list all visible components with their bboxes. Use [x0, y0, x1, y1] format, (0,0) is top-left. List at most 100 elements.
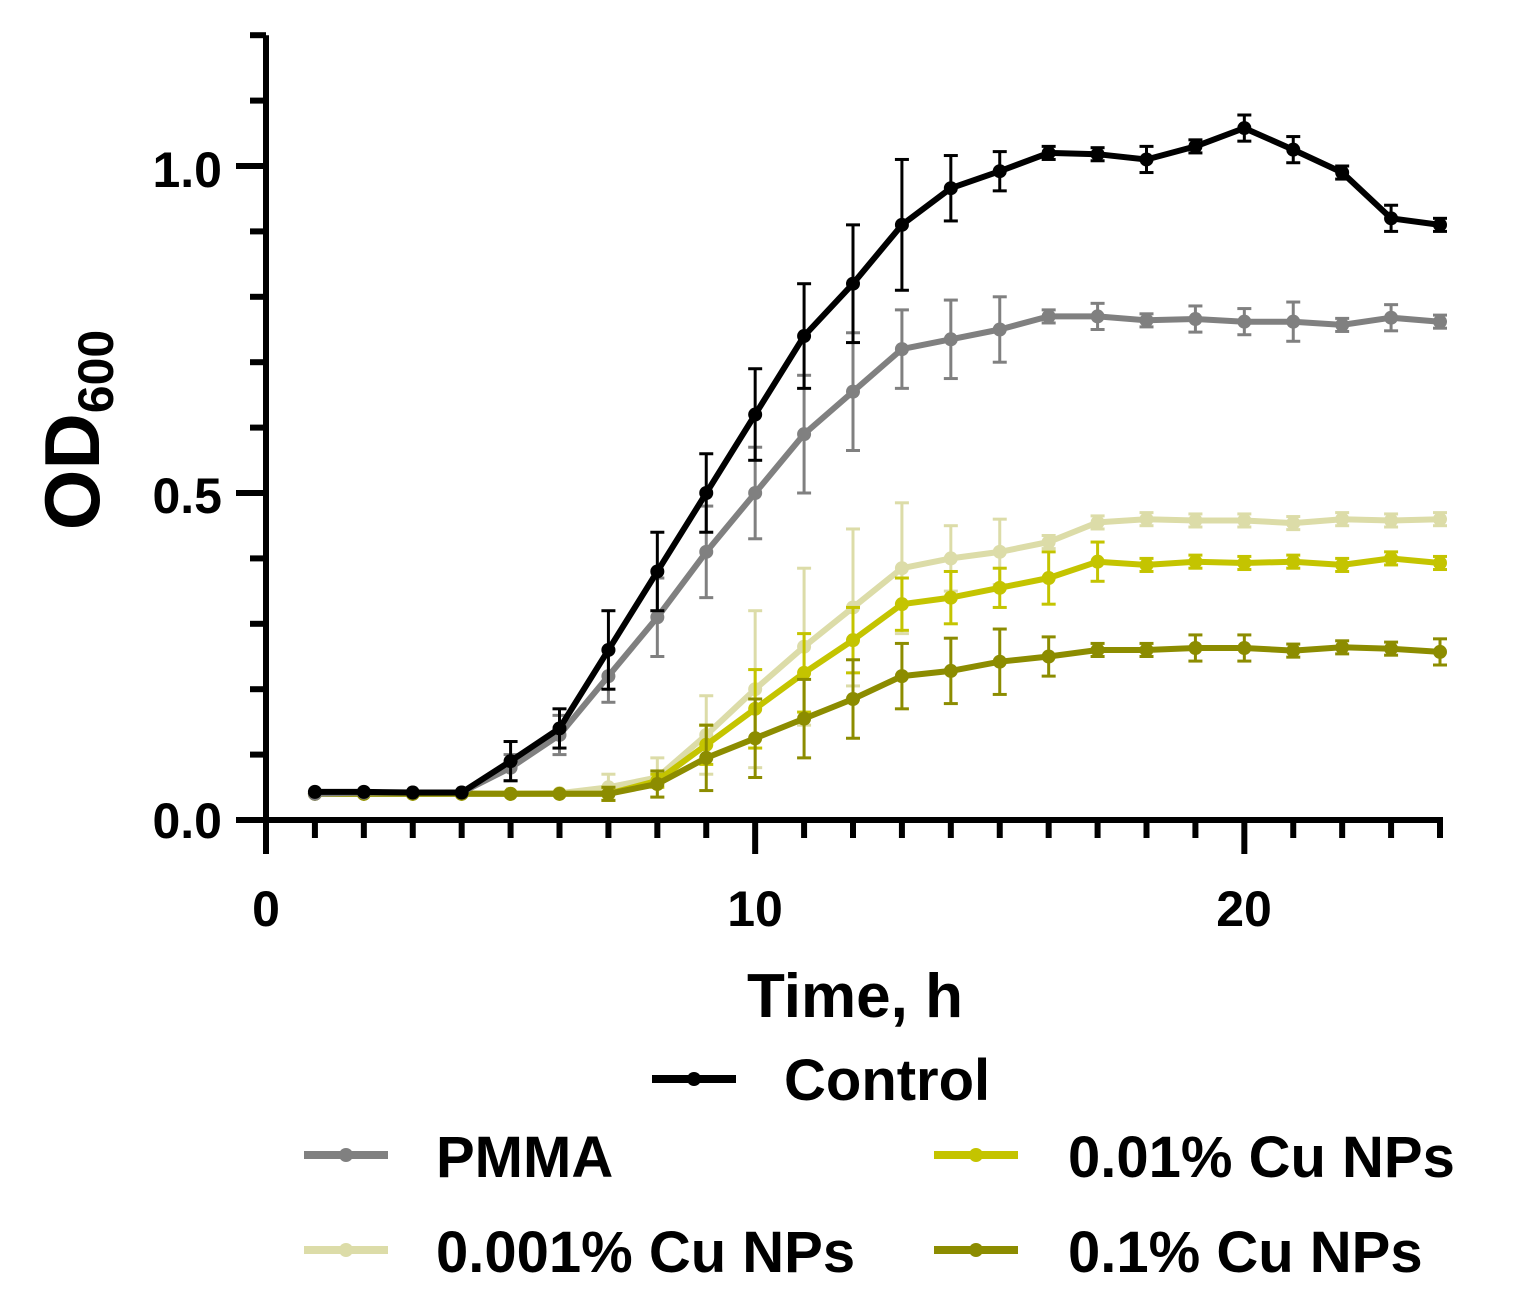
data-point [992, 322, 1007, 337]
data-point [894, 217, 909, 232]
data-point [1090, 309, 1105, 324]
series-control [307, 113, 1447, 800]
legend-label-control: Control [784, 1048, 990, 1113]
series-0-01-cu-nps [307, 540, 1447, 802]
data-point [1090, 642, 1105, 657]
legend-label-0-1-cu-nps: 0.1% Cu NPs [1068, 1220, 1423, 1285]
data-point [601, 786, 616, 801]
data-point [1041, 649, 1056, 664]
data-point [1384, 513, 1399, 528]
data-point [699, 486, 714, 500]
data-point [1139, 557, 1154, 572]
data-point [552, 786, 567, 801]
data-point [1090, 554, 1105, 569]
legend: Control PMMA 0.001% Cu NPs 0.01% Cu NPs … [304, 1048, 1455, 1285]
data-point [454, 785, 469, 800]
data-point [748, 486, 763, 500]
series-line [311, 125, 1443, 796]
data-point [992, 580, 1007, 595]
data-point [894, 561, 909, 576]
data-point [1384, 211, 1399, 226]
legend-marker-0-01-cu-nps [969, 1148, 983, 1162]
data-point [1237, 513, 1252, 528]
legend-item-0-001-cu-nps: 0.001% Cu NPs [304, 1220, 855, 1285]
data-point [1384, 310, 1399, 325]
data-point [1188, 139, 1203, 154]
legend-marker-0-1-cu-nps [969, 1243, 983, 1257]
series-line [311, 555, 1443, 797]
data-point [943, 590, 958, 605]
data-point [1237, 314, 1252, 329]
x-tick-label: 0 [252, 881, 280, 937]
data-point [797, 665, 812, 680]
legend-label-0-001-cu-nps: 0.001% Cu NPs [436, 1220, 855, 1285]
data-point [1188, 640, 1203, 655]
data-point [1286, 643, 1301, 658]
data-point [1384, 641, 1399, 656]
legend-marker-pmma [339, 1148, 353, 1162]
x-tick-labels: 0 10 20 [252, 881, 1272, 937]
legend-marker-control [687, 1072, 701, 1086]
data-point [1335, 557, 1350, 572]
data-point [1335, 640, 1350, 655]
data-point [846, 633, 860, 648]
data-point [846, 384, 860, 399]
data-point [1237, 555, 1252, 570]
legend-item-pmma: PMMA [304, 1125, 613, 1190]
data-point [992, 164, 1007, 179]
data-point [1286, 142, 1301, 157]
data-point [1433, 512, 1447, 527]
data-point [1041, 309, 1056, 324]
data-point [1335, 512, 1350, 527]
x-tick-label: 10 [727, 881, 783, 937]
data-point [1139, 512, 1154, 527]
data-point [894, 669, 909, 684]
data-point [797, 711, 812, 726]
data-point [1433, 644, 1447, 659]
data-point [1286, 554, 1301, 569]
data-point [943, 332, 958, 347]
series-line [311, 313, 1443, 797]
data-point [1188, 554, 1203, 569]
y-tick-label: 0.0 [152, 793, 222, 849]
axes [236, 32, 1443, 854]
data-point [699, 750, 714, 765]
data-point [699, 544, 714, 559]
y-tick-labels: 0.0 0.5 1.0 [152, 142, 222, 849]
data-point [846, 276, 860, 291]
series-line [311, 644, 1443, 797]
data-point [1286, 516, 1301, 531]
legend-item-0-01-cu-nps: 0.01% Cu NPs [934, 1125, 1455, 1190]
data-point [503, 786, 518, 801]
data-point [1188, 513, 1203, 528]
data-point [1041, 571, 1056, 586]
data-point [1237, 121, 1252, 136]
data-point [1188, 312, 1203, 327]
data-point [943, 551, 958, 566]
data-point [1286, 314, 1301, 329]
y-tick-label: 0.5 [152, 468, 222, 524]
data-point [1139, 152, 1154, 167]
data-point [943, 181, 958, 196]
data-point [1090, 147, 1105, 162]
data-point [1139, 642, 1154, 657]
series-pmma [307, 295, 1447, 801]
legend-marker-0-001-cu-nps [339, 1243, 353, 1257]
data-point [1433, 314, 1447, 329]
data-point [846, 692, 860, 707]
x-tick-label: 20 [1216, 881, 1272, 937]
x-axis-title: Time, h [747, 962, 963, 1031]
data-point [1237, 640, 1252, 655]
data-point [650, 564, 665, 579]
y-axis-title-subscript: 600 [68, 330, 124, 413]
data-point [405, 785, 420, 800]
legend-item-control: Control [652, 1048, 990, 1113]
data-point [797, 427, 812, 442]
data-point [1090, 515, 1105, 530]
y-axis-title-main: OD [28, 413, 116, 530]
data-point [894, 597, 909, 612]
data-point [307, 784, 322, 799]
data-point [650, 777, 665, 792]
data-point [552, 721, 567, 736]
